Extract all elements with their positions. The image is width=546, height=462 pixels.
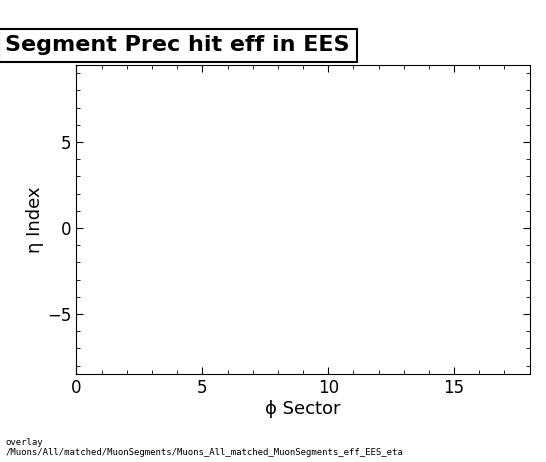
Y-axis label: η Index: η Index bbox=[26, 186, 44, 253]
Text: overlay
/Muons/All/matched/MuonSegments/Muons_All_matched_MuonSegments_eff_EES_e: overlay /Muons/All/matched/MuonSegments/… bbox=[5, 438, 403, 457]
X-axis label: ϕ Sector: ϕ Sector bbox=[265, 400, 341, 418]
Text: Segment Prec hit eff in EES: Segment Prec hit eff in EES bbox=[5, 36, 350, 55]
